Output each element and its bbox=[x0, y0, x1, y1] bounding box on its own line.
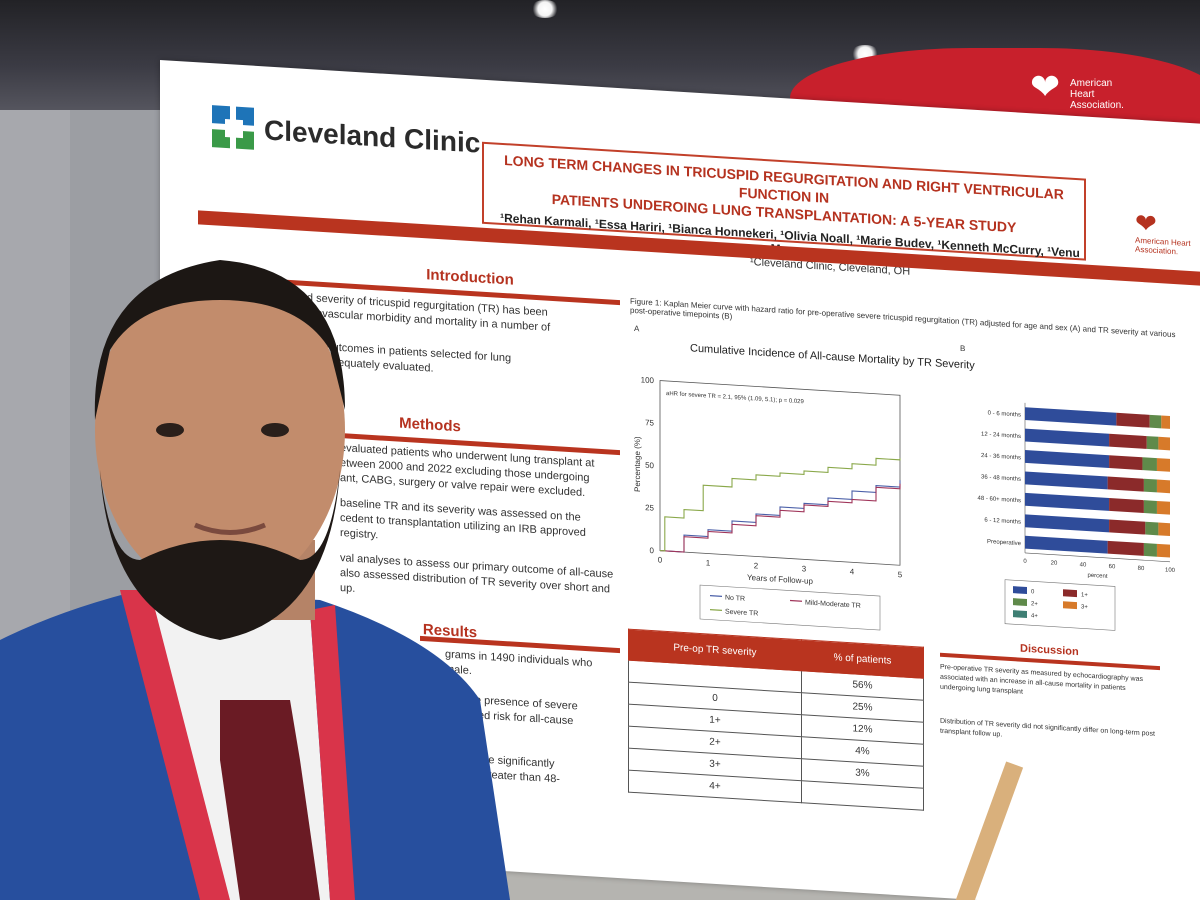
legend-swatch bbox=[1013, 586, 1027, 595]
legend-swatch bbox=[1063, 601, 1077, 610]
bar-segment bbox=[1158, 436, 1170, 451]
category-label: 6 - 12 months bbox=[984, 517, 1021, 525]
legend-label: No TR bbox=[725, 595, 745, 603]
legend-swatch bbox=[1013, 610, 1027, 619]
aha-banner-text: American Heart Association. bbox=[1070, 78, 1124, 111]
bar-segment bbox=[1145, 521, 1159, 536]
legend-label: 2+ bbox=[1031, 601, 1038, 607]
legend-label: 4+ bbox=[1031, 613, 1038, 619]
category-label: 0 - 6 months bbox=[988, 411, 1021, 419]
x-tick-label: 80 bbox=[1138, 566, 1145, 572]
legend-box bbox=[1004, 579, 1116, 631]
bar-segment bbox=[1116, 412, 1150, 428]
x-tick-label: 0 bbox=[658, 555, 663, 564]
lanyard-right bbox=[310, 605, 355, 900]
x-tick-label: 1 bbox=[706, 558, 711, 567]
bar-segment bbox=[1158, 522, 1170, 537]
bar-segment bbox=[1109, 519, 1146, 535]
x-tick-label: 0 bbox=[1023, 559, 1027, 565]
x-tick-label: 60 bbox=[1109, 564, 1116, 570]
legend-swatch bbox=[710, 595, 722, 597]
smile bbox=[194, 522, 266, 535]
lanyard-left bbox=[120, 590, 230, 900]
tr-severity-bar-chart: 0 - 6 months 12 - 24 months 24 - 36 months… bbox=[978, 402, 1176, 631]
bar-segment bbox=[1142, 457, 1157, 471]
legend-label: 1+ bbox=[1081, 592, 1088, 598]
face bbox=[95, 265, 345, 595]
legend-label: Severe TR bbox=[725, 609, 758, 618]
bar-segment bbox=[1143, 478, 1157, 493]
y-axis-label: Percentage (%) bbox=[633, 436, 642, 492]
category-label: 48 - 60+ months bbox=[978, 496, 1021, 505]
category-label: 24 - 36 months bbox=[981, 453, 1021, 461]
bar-segment bbox=[1025, 471, 1108, 490]
legend-swatch bbox=[1063, 589, 1077, 598]
x-tick-label: 3 bbox=[802, 564, 807, 573]
legend-swatch bbox=[1013, 598, 1027, 607]
legend-label: Mild-Moderate TR bbox=[805, 599, 861, 609]
bar-segment bbox=[1156, 543, 1170, 558]
legend-label: 3+ bbox=[1081, 604, 1088, 610]
x-axis-label: Years of Follow-up bbox=[747, 573, 813, 586]
category-label: 12 - 24 months bbox=[981, 432, 1021, 440]
bar-segment bbox=[1143, 500, 1157, 514]
right-eye bbox=[261, 423, 289, 437]
x-tick-label: 20 bbox=[1051, 560, 1058, 566]
km-curve-chart: 0 25 50 75 100 0 1 2 3 4 5 Years of Follow-up Percen… bbox=[633, 375, 903, 631]
chart-b-legend: 0 1+ 2+ 3+ 4+ bbox=[1004, 579, 1116, 631]
hair bbox=[94, 260, 345, 420]
x-axis-label: percent bbox=[1088, 573, 1108, 580]
x-tick-label: 100 bbox=[1165, 567, 1176, 574]
bar-segment bbox=[1109, 433, 1147, 449]
y-tick-label: 25 bbox=[645, 503, 654, 513]
legend-swatch bbox=[790, 599, 802, 602]
bar-segment bbox=[1025, 492, 1110, 511]
bar-segment bbox=[1149, 414, 1162, 429]
ceiling-light bbox=[530, 0, 560, 18]
x-axis bbox=[1025, 552, 1170, 563]
y-tick-label: 100 bbox=[641, 375, 655, 385]
bar-segment bbox=[1156, 479, 1170, 494]
y-tick-label: 75 bbox=[645, 418, 654, 428]
bar-segment bbox=[1025, 514, 1110, 533]
bar-segment bbox=[1109, 498, 1144, 514]
y-tick-label: 0 bbox=[650, 546, 655, 555]
left-eye bbox=[156, 423, 184, 437]
bar-segment bbox=[1025, 450, 1110, 469]
maroon-tie bbox=[220, 700, 320, 900]
beard bbox=[100, 470, 340, 640]
bar-segment bbox=[1025, 535, 1108, 554]
bar-segment bbox=[1156, 458, 1170, 472]
bar-segment bbox=[1161, 415, 1171, 429]
x-tick-label: 40 bbox=[1080, 562, 1087, 568]
chart-a-legend: No TR Mild-Moderate TR Severe TR bbox=[699, 584, 881, 631]
x-tick-label: 4 bbox=[850, 567, 855, 576]
series-line bbox=[660, 483, 901, 553]
category-label: Preoperative bbox=[987, 539, 1022, 547]
series-line bbox=[660, 457, 901, 552]
category-label: 36 - 48 months bbox=[981, 474, 1021, 482]
legend-box bbox=[699, 584, 881, 631]
y-tick-label: 50 bbox=[645, 461, 654, 471]
legend-label: 0 bbox=[1031, 589, 1035, 595]
bar-segment bbox=[1146, 436, 1159, 450]
bar-segment bbox=[1156, 500, 1170, 515]
bar-segment bbox=[1109, 455, 1143, 471]
legend-swatch bbox=[710, 609, 722, 611]
bar-segment bbox=[1025, 407, 1117, 426]
research-poster: Cleveland Clinic LONG TERM CHANGES IN TR… bbox=[160, 60, 1200, 900]
bar-segment bbox=[1025, 428, 1110, 447]
bar-segment bbox=[1107, 476, 1144, 492]
x-tick-label: 5 bbox=[898, 570, 903, 579]
x-tick-label: 2 bbox=[754, 561, 759, 570]
bar-segment bbox=[1143, 543, 1157, 557]
aha-heart-icon: ❤ bbox=[1030, 66, 1061, 107]
bar-segment bbox=[1107, 540, 1144, 556]
